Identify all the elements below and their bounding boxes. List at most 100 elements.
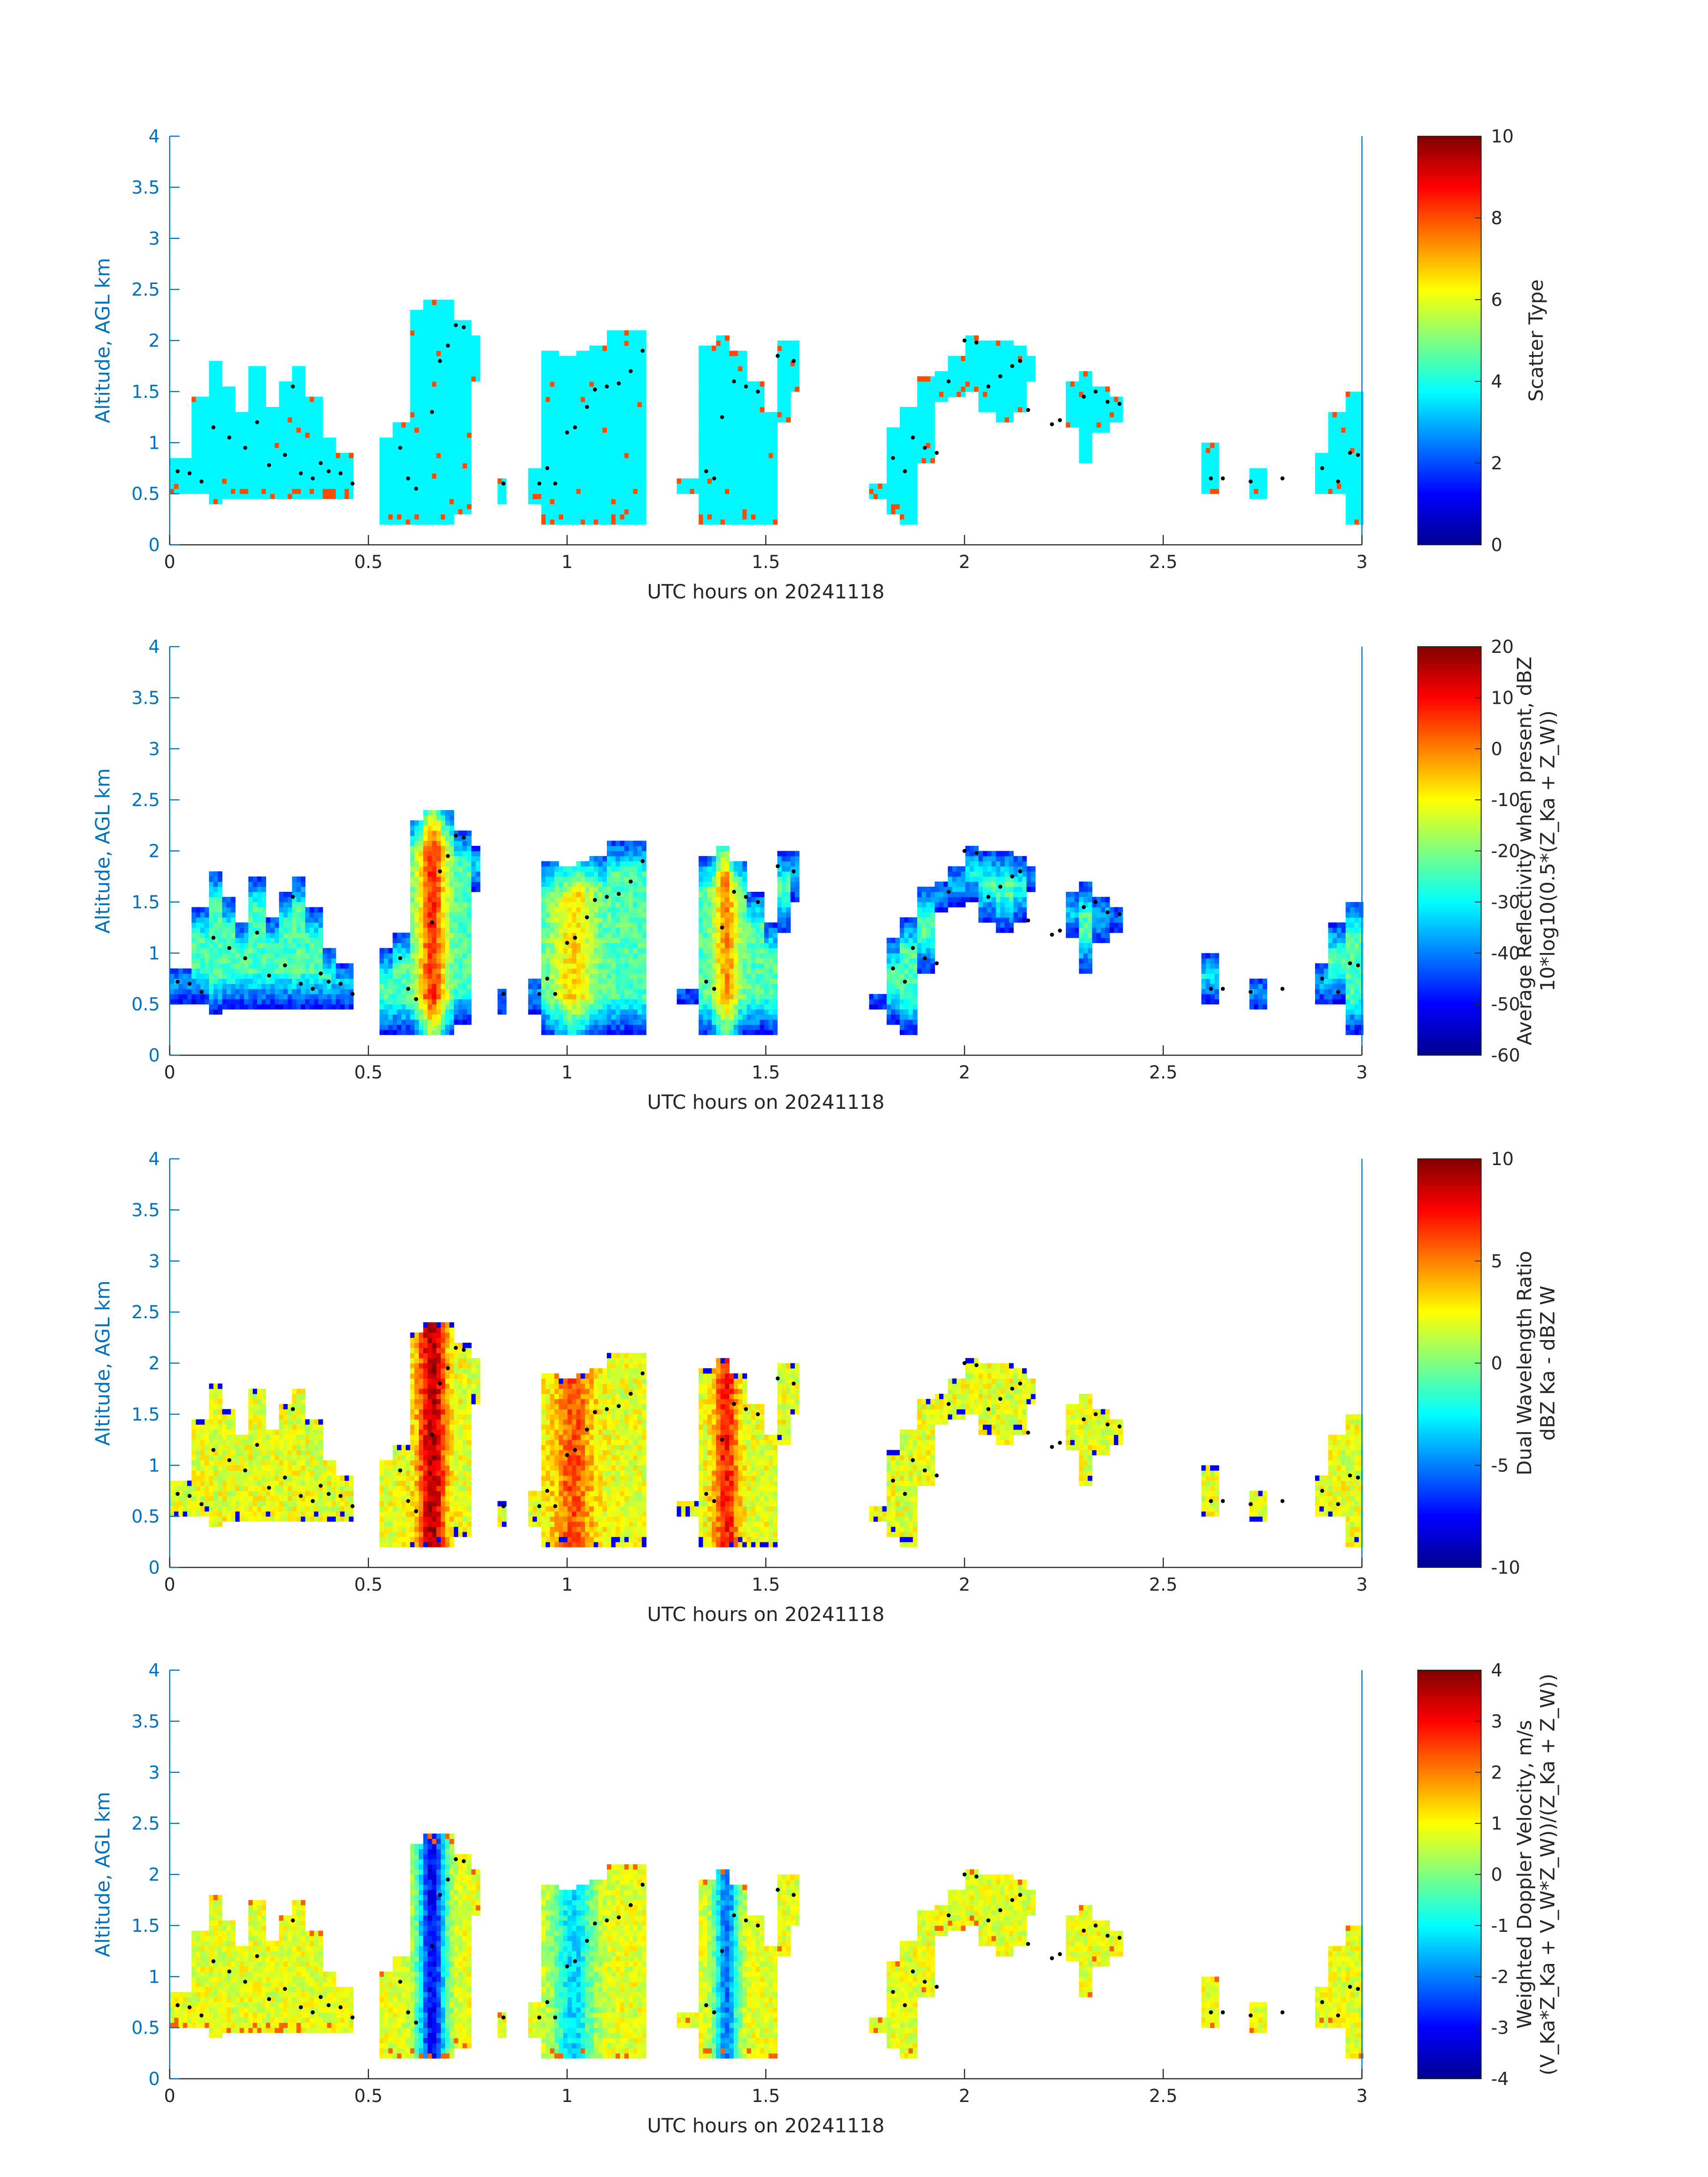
heatmap-cell <box>301 953 306 959</box>
heatmap-cell <box>209 437 214 443</box>
heatmap-cell <box>239 473 244 479</box>
heatmap-cell <box>244 983 249 989</box>
heatmap-cell <box>738 443 743 448</box>
heatmap-cell <box>1332 473 1337 479</box>
heatmap-cell <box>397 1004 402 1010</box>
heatmap-cell <box>318 412 323 418</box>
heatmap-cell <box>742 412 747 418</box>
heatmap-cell <box>729 366 734 372</box>
heatmap-cell <box>301 391 306 397</box>
heatmap-cell <box>458 437 463 443</box>
heatmap-cell <box>257 453 262 459</box>
heatmap-cell <box>873 493 878 499</box>
heatmap-cell <box>384 1019 389 1025</box>
heatmap-cell <box>178 974 183 979</box>
heatmap-cell <box>729 397 734 402</box>
heatmap-cell <box>414 519 419 525</box>
heatmap-cell <box>764 458 769 464</box>
heatmap-cell <box>729 458 734 464</box>
heatmap-cell <box>239 489 244 494</box>
heatmap-cell <box>441 345 446 351</box>
heatmap-cell <box>318 437 323 443</box>
heatmap-cell <box>239 463 244 468</box>
heatmap-cell <box>991 361 996 367</box>
cloud-top-point <box>188 471 192 476</box>
heatmap-cell <box>257 892 262 897</box>
heatmap-cell <box>738 432 743 438</box>
heatmap-cell <box>598 443 603 448</box>
heatmap-cell <box>196 917 201 923</box>
heatmap-cell <box>222 427 227 433</box>
heatmap-cell <box>327 447 332 453</box>
heatmap-cell <box>445 381 450 387</box>
heatmap-cell <box>279 963 284 969</box>
heatmap-cell <box>1315 463 1320 468</box>
heatmap-cell <box>545 381 551 387</box>
heatmap-cell <box>576 473 581 479</box>
heatmap-cell <box>738 458 743 464</box>
heatmap-cell <box>296 397 301 402</box>
heatmap-cell <box>611 473 616 479</box>
heatmap-cell <box>217 453 223 459</box>
heatmap-cell <box>764 437 769 443</box>
heatmap-cell <box>1358 473 1364 479</box>
heatmap-cell <box>598 483 603 489</box>
heatmap-cell <box>1109 412 1115 418</box>
colorbar-tick-label: 4 <box>1491 372 1502 392</box>
heatmap-cell <box>261 407 266 413</box>
heatmap-cell <box>235 948 240 953</box>
heatmap-cell <box>283 412 288 418</box>
heatmap-cell <box>436 473 441 479</box>
heatmap-cell <box>414 953 419 959</box>
heatmap-cell <box>266 437 271 443</box>
heatmap-cell <box>930 412 935 418</box>
heatmap-cell <box>869 483 874 489</box>
heatmap-cell <box>454 427 459 433</box>
heatmap-cell <box>1109 407 1115 413</box>
heatmap-cell <box>598 509 603 514</box>
heatmap-cell <box>733 381 739 387</box>
heatmap-cell <box>725 422 730 428</box>
heatmap-cell <box>270 447 275 453</box>
heatmap-cell <box>703 453 708 459</box>
heatmap-cell <box>961 391 966 397</box>
heatmap-cell <box>174 989 179 994</box>
heatmap-cell <box>261 958 266 964</box>
heatmap-cell <box>458 417 463 423</box>
heatmap-cell <box>231 391 236 397</box>
heatmap-cell <box>288 443 292 448</box>
heatmap-cell <box>222 386 227 392</box>
heatmap-cell <box>217 886 223 892</box>
heatmap-cell <box>1358 509 1364 514</box>
heatmap-cell <box>309 443 314 448</box>
cloud-top-point <box>628 369 633 373</box>
heatmap-cell <box>1214 483 1219 489</box>
heatmap-cell <box>698 345 703 351</box>
heatmap-cell <box>707 463 712 468</box>
heatmap-cell <box>580 391 585 397</box>
heatmap-cell <box>563 391 568 397</box>
heatmap-cell <box>462 355 468 361</box>
heatmap-cell <box>248 489 253 494</box>
heatmap-cell <box>598 432 603 438</box>
heatmap-cell <box>707 437 712 443</box>
heatmap-cell <box>917 401 922 407</box>
heatmap-cell <box>598 345 603 351</box>
heatmap-cell <box>296 386 301 392</box>
heatmap-cell <box>213 994 218 999</box>
heatmap-cell <box>217 953 223 959</box>
heatmap-cell <box>248 907 253 913</box>
heatmap-cell <box>974 345 979 351</box>
heatmap-cell <box>908 489 913 494</box>
heatmap-cell <box>624 463 629 468</box>
heatmap-cell <box>397 489 402 494</box>
heatmap-cell <box>729 463 734 468</box>
heatmap-cell <box>589 447 594 453</box>
heatmap-cell <box>633 366 638 372</box>
heatmap-cell <box>458 351 463 356</box>
cloud-top-point <box>199 479 204 484</box>
heatmap-cell <box>275 974 280 979</box>
heatmap-cell <box>1336 473 1342 479</box>
heatmap-cell <box>301 381 306 387</box>
heatmap-cell <box>615 489 620 494</box>
